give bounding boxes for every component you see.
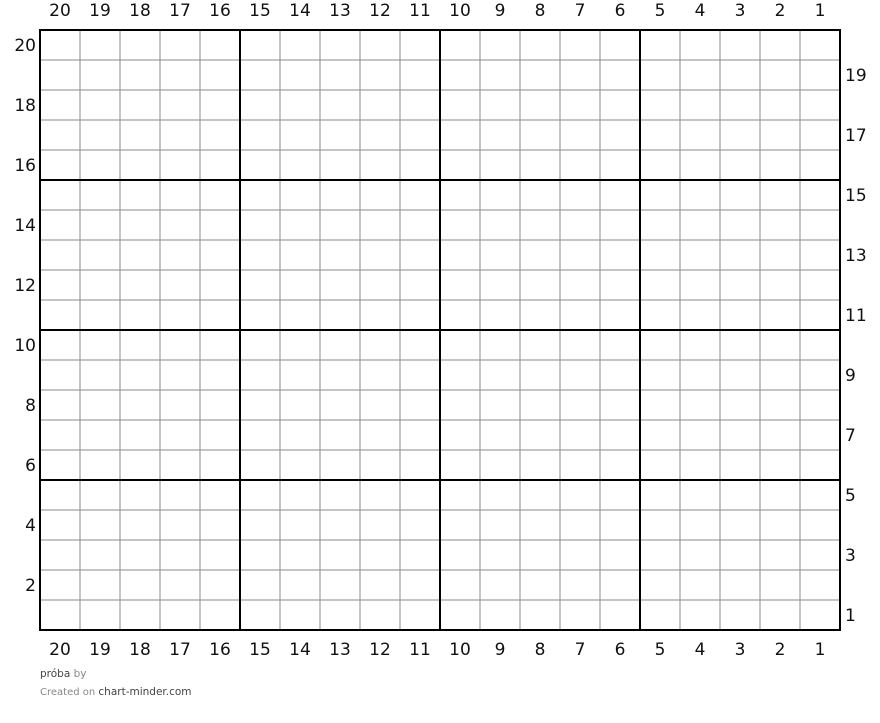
row-label-right: 17 bbox=[845, 126, 867, 146]
column-label-top: 15 bbox=[249, 1, 271, 21]
credit-line: Created on chart-minder.com bbox=[40, 686, 192, 698]
column-label-top: 18 bbox=[129, 1, 151, 21]
site-link[interactable]: chart-minder.com bbox=[98, 686, 192, 698]
row-label-right: 19 bbox=[845, 66, 867, 86]
column-label-bottom: 9 bbox=[495, 640, 506, 660]
column-label-top: 13 bbox=[329, 1, 351, 21]
column-label-bottom: 8 bbox=[535, 640, 546, 660]
column-label-bottom: 14 bbox=[289, 640, 311, 660]
by-text: by bbox=[73, 668, 87, 680]
column-label-top: 6 bbox=[615, 1, 626, 21]
row-label-right: 11 bbox=[845, 306, 867, 326]
column-label-bottom: 10 bbox=[449, 640, 471, 660]
column-label-bottom: 2 bbox=[775, 640, 786, 660]
row-label-left: 4 bbox=[25, 516, 36, 536]
column-label-bottom: 13 bbox=[329, 640, 351, 660]
row-label-right: 5 bbox=[845, 486, 856, 506]
row-label-left: 6 bbox=[25, 456, 36, 476]
column-label-top: 3 bbox=[735, 1, 746, 21]
column-label-top: 12 bbox=[369, 1, 391, 21]
row-label-right: 1 bbox=[845, 606, 856, 626]
column-label-top: 2 bbox=[775, 1, 786, 21]
column-label-bottom: 5 bbox=[655, 640, 666, 660]
column-label-top: 7 bbox=[575, 1, 586, 21]
row-label-left: 16 bbox=[14, 156, 36, 176]
column-label-bottom: 3 bbox=[735, 640, 746, 660]
column-label-bottom: 4 bbox=[695, 640, 706, 660]
column-label-bottom: 17 bbox=[169, 640, 191, 660]
column-label-bottom: 7 bbox=[575, 640, 586, 660]
column-label-top: 1 bbox=[815, 1, 826, 21]
row-label-left: 2 bbox=[25, 576, 36, 596]
column-label-top: 11 bbox=[409, 1, 431, 21]
column-label-top: 4 bbox=[695, 1, 706, 21]
column-label-bottom: 18 bbox=[129, 640, 151, 660]
column-label-top: 19 bbox=[89, 1, 111, 21]
chart-title-line: próba by bbox=[40, 668, 87, 680]
row-label-left: 14 bbox=[14, 216, 36, 236]
row-label-right: 3 bbox=[845, 546, 856, 566]
column-label-bottom: 16 bbox=[209, 640, 231, 660]
row-label-right: 13 bbox=[845, 246, 867, 266]
column-label-bottom: 15 bbox=[249, 640, 271, 660]
column-label-bottom: 1 bbox=[815, 640, 826, 660]
column-label-top: 10 bbox=[449, 1, 471, 21]
row-label-right: 7 bbox=[845, 426, 856, 446]
column-label-bottom: 12 bbox=[369, 640, 391, 660]
column-label-bottom: 20 bbox=[49, 640, 71, 660]
row-label-left: 10 bbox=[14, 336, 36, 356]
column-label-top: 14 bbox=[289, 1, 311, 21]
row-label-left: 8 bbox=[25, 396, 36, 416]
row-label-left: 12 bbox=[14, 276, 36, 296]
row-label-right: 9 bbox=[845, 366, 856, 386]
column-label-bottom: 11 bbox=[409, 640, 431, 660]
column-label-top: 20 bbox=[49, 1, 71, 21]
column-label-bottom: 19 bbox=[89, 640, 111, 660]
column-label-top: 9 bbox=[495, 1, 506, 21]
column-label-top: 5 bbox=[655, 1, 666, 21]
chart-title: próba bbox=[40, 668, 71, 680]
column-label-top: 8 bbox=[535, 1, 546, 21]
column-label-top: 16 bbox=[209, 1, 231, 21]
row-label-left: 20 bbox=[14, 36, 36, 56]
column-label-top: 17 bbox=[169, 1, 191, 21]
row-label-left: 18 bbox=[14, 96, 36, 116]
column-label-bottom: 6 bbox=[615, 640, 626, 660]
created-on-text: Created on bbox=[40, 687, 96, 698]
row-label-right: 15 bbox=[845, 186, 867, 206]
